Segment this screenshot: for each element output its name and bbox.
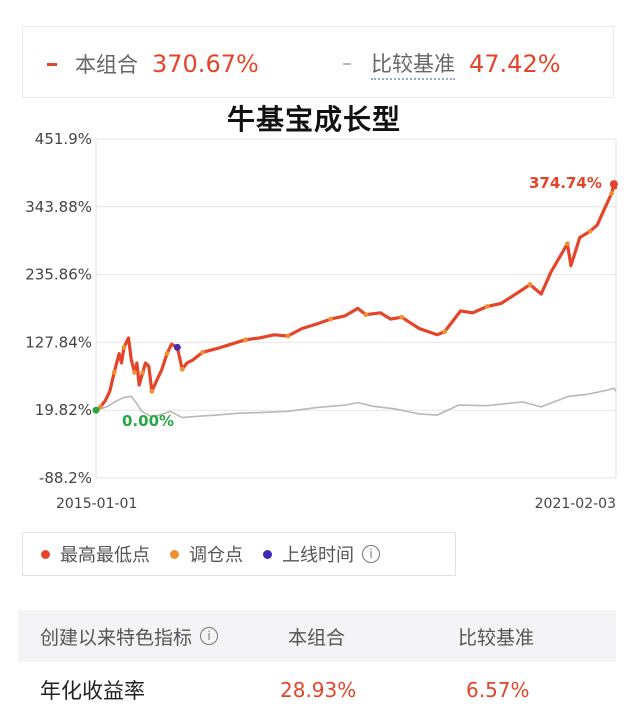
legend-dot-high-low [41,549,50,559]
annotation-label: 0.00% [122,412,174,430]
rebalance-point [149,388,155,394]
legend-label-rebalance: 调仓点 [189,545,243,566]
header-portfolio: 本组合 [288,626,346,649]
rebalance-point [98,404,103,410]
rebalance-point [363,312,369,318]
y-tick-label: 19.82% [35,401,92,419]
line-chart: 451.9%343.88%235.86%127.84%19.82%-88.2% … [25,130,618,512]
y-tick-label: 235.86% [25,266,92,284]
chart-series [95,182,618,419]
marker-online [173,343,181,351]
rebalance-point [140,370,146,375]
row-benchmark-value: 6.57% [466,678,530,702]
y-tick-label: -88.2% [39,469,92,487]
y-tick-label: 343.88% [25,198,92,216]
series-line-benchmark [95,387,617,419]
rebalance-point [200,349,205,355]
benchmark-label[interactable]: 比较基准 [371,48,455,80]
benchmark-value: 47.42% [469,50,561,78]
table-row: 年化收益率 28.93% 6.57% [18,662,616,718]
row-portfolio-value: 28.93% [280,678,357,702]
chart-annotations: 374.74% 0.00% [122,174,602,430]
summary-benchmark: 比较基准 47.42% [343,48,561,80]
y-axis-ticks: 451.9% 343.88% 235.86% 127.84% 19.82% -88.2% [25,130,92,487]
rebalance-point [179,366,185,372]
header-metric: 创建以来特色指标 i [40,610,219,662]
rebalance-point [564,241,570,247]
info-circle-icon[interactable]: i [362,545,380,563]
rebalance-point [242,337,248,343]
y-tick-label: 127.84% [25,333,92,351]
portfolio-swatch [47,62,57,66]
rebalance-point [442,329,448,335]
row-label: 年化收益率 [40,679,145,703]
portfolio-label: 本组合 [75,53,138,77]
legend-dot-online [263,549,272,559]
info-circle-icon[interactable]: i [200,627,219,645]
legend-dot-rebalance [170,549,179,559]
rebalance-point [164,351,170,356]
legend-label-high-low: 最高最低点 [60,545,150,566]
legend-item-high-low[interactable]: 最高最低点 [41,541,150,567]
marker-high [609,180,618,189]
chart-title: 牛基宝成长型 [226,103,401,136]
x-tick-label: 2015-01-01 [56,496,137,512]
portfolio-value: 370.67% [152,50,259,78]
header-metric-label: 创建以来特色指标 [40,626,193,649]
metrics-table-header: 创建以来特色指标 i 本组合 比较基准 [18,610,616,662]
rebalance-point [399,314,405,320]
rebalance-point [527,282,533,287]
rebalance-point [111,370,117,375]
legend-item-rebalance[interactable]: 调仓点 [170,541,243,567]
marker-low [92,406,100,414]
legend-item-online[interactable]: 上线时间 i [263,541,380,567]
summary-portfolio: 本组合 370.67% [47,49,259,79]
chart-legend: 最高最低点 调仓点 上线时间 i [22,532,456,576]
y-tick-label: 451.9% [35,130,92,148]
rebalance-point [132,370,137,375]
summary-box: 本组合 370.67% 比较基准 47.42% [22,26,614,98]
rebalance-point [587,228,593,234]
rebalance-point [328,316,334,322]
rebalance-point [285,333,291,339]
rebalance-point [121,344,127,350]
header-benchmark: 比较基准 [458,626,535,649]
benchmark-swatch [343,63,351,65]
annotation-label: 374.74% [529,174,602,192]
rebalance-point [609,191,614,196]
rebalance-point [484,304,490,309]
x-axis-ticks: 2015-01-01 2021-02-03 [56,496,616,512]
legend-label-online: 上线时间 [282,545,354,566]
x-tick-label: 2021-02-03 [535,496,616,512]
chart-markers [92,180,618,414]
chart-grid [95,138,617,479]
series-line-portfolio [95,182,618,412]
